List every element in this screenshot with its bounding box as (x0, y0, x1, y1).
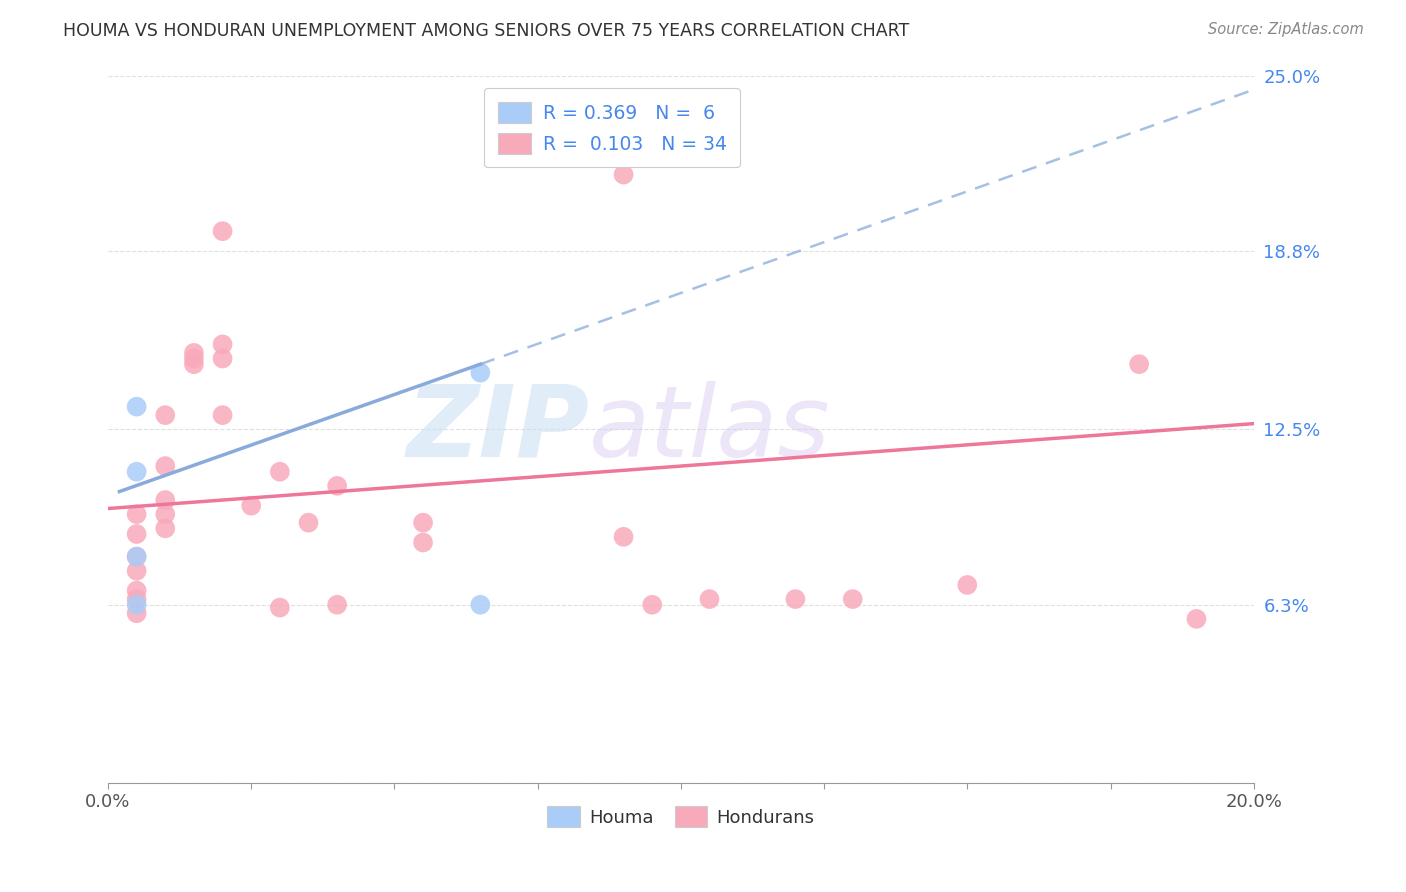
Point (211, 351, 233, 366)
Point (155, 507, 177, 521)
Point (1185, 612, 1208, 626)
Point (326, 598, 349, 612)
Point (183, 346, 205, 360)
Point (641, 598, 664, 612)
Point (125, 549, 148, 564)
Point (613, 530, 636, 544)
Point (125, 527, 148, 541)
Point (211, 337, 233, 351)
Point (297, 516, 319, 530)
Point (155, 493, 177, 508)
Point (269, 600, 291, 615)
Point (326, 479, 349, 493)
Point (956, 578, 979, 592)
Point (699, 592, 721, 607)
Point (125, 507, 148, 521)
Point (269, 465, 291, 479)
Point (155, 521, 177, 535)
Text: atlas: atlas (589, 381, 831, 478)
Point (125, 549, 148, 564)
Point (183, 351, 205, 366)
Point (211, 224, 233, 238)
Point (1128, 357, 1150, 371)
Point (470, 366, 492, 380)
Point (412, 516, 434, 530)
Point (125, 564, 148, 578)
Point (240, 499, 263, 513)
Point (125, 592, 148, 607)
Point (155, 459, 177, 474)
Text: Source: ZipAtlas.com: Source: ZipAtlas.com (1208, 22, 1364, 37)
Point (841, 592, 863, 607)
Point (613, 168, 636, 182)
Point (125, 400, 148, 414)
Point (211, 408, 233, 422)
Point (155, 408, 177, 422)
Text: ZIP: ZIP (406, 381, 589, 478)
Point (125, 598, 148, 612)
Point (125, 606, 148, 620)
Legend: Houma, Hondurans: Houma, Hondurans (540, 799, 821, 834)
Point (412, 535, 434, 549)
Point (125, 583, 148, 598)
Point (470, 598, 492, 612)
Point (785, 592, 807, 607)
Point (125, 465, 148, 479)
Text: HOUMA VS HONDURAN UNEMPLOYMENT AMONG SENIORS OVER 75 YEARS CORRELATION CHART: HOUMA VS HONDURAN UNEMPLOYMENT AMONG SEN… (63, 22, 910, 40)
Point (183, 357, 205, 371)
